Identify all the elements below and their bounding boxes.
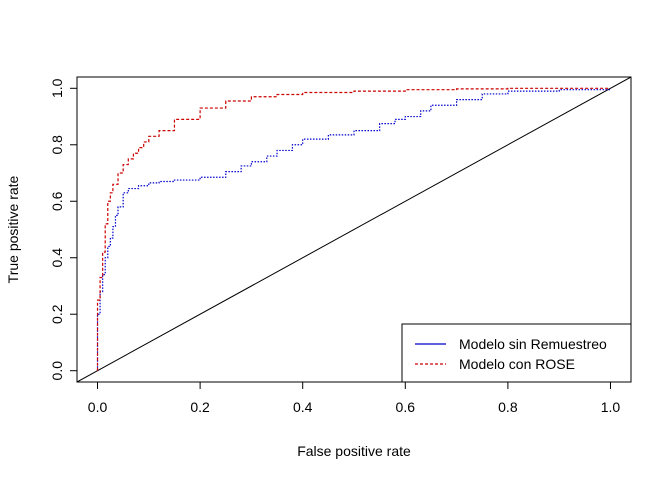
x-axis-title: False positive rate [297, 443, 411, 459]
plot-frame [76, 76, 632, 383]
y-tick-label: 0.8 [49, 135, 65, 155]
series-line-2 [96, 87, 611, 371]
x-tick-label: 0.2 [190, 399, 210, 415]
series-line-1 [96, 88, 612, 371]
x-tick-label: 0.8 [498, 399, 518, 415]
y-tick-label: 0.2 [49, 304, 65, 324]
x-tick-label: 0.6 [396, 399, 416, 415]
axes: 0.0 0.2 0.4 0.6 0.8 1.0 0.0 0.2 0.4 0.6 0.8 1.0 [49, 76, 632, 415]
plot-area [77, 77, 631, 382]
legend: Modelo sin Remuestreo Modelo con ROSE [401, 323, 632, 383]
x-tick-label: 1.0 [601, 399, 621, 415]
x-tick-label: 0.4 [293, 399, 313, 415]
legend-label-1: Modelo sin Remuestreo [459, 336, 607, 352]
reference-diagonal-line [77, 77, 631, 382]
x-tick-label: 0.0 [88, 399, 108, 415]
y-axis-title: True positive rate [5, 175, 21, 283]
legend-box [401, 323, 632, 383]
y-tick-label: 1.0 [49, 78, 65, 98]
y-tick-label: 0.4 [49, 248, 65, 268]
y-tick-label: 0.6 [49, 191, 65, 211]
legend-label-2: Modelo con ROSE [459, 356, 575, 372]
y-tick-label: 0.0 [49, 361, 65, 381]
